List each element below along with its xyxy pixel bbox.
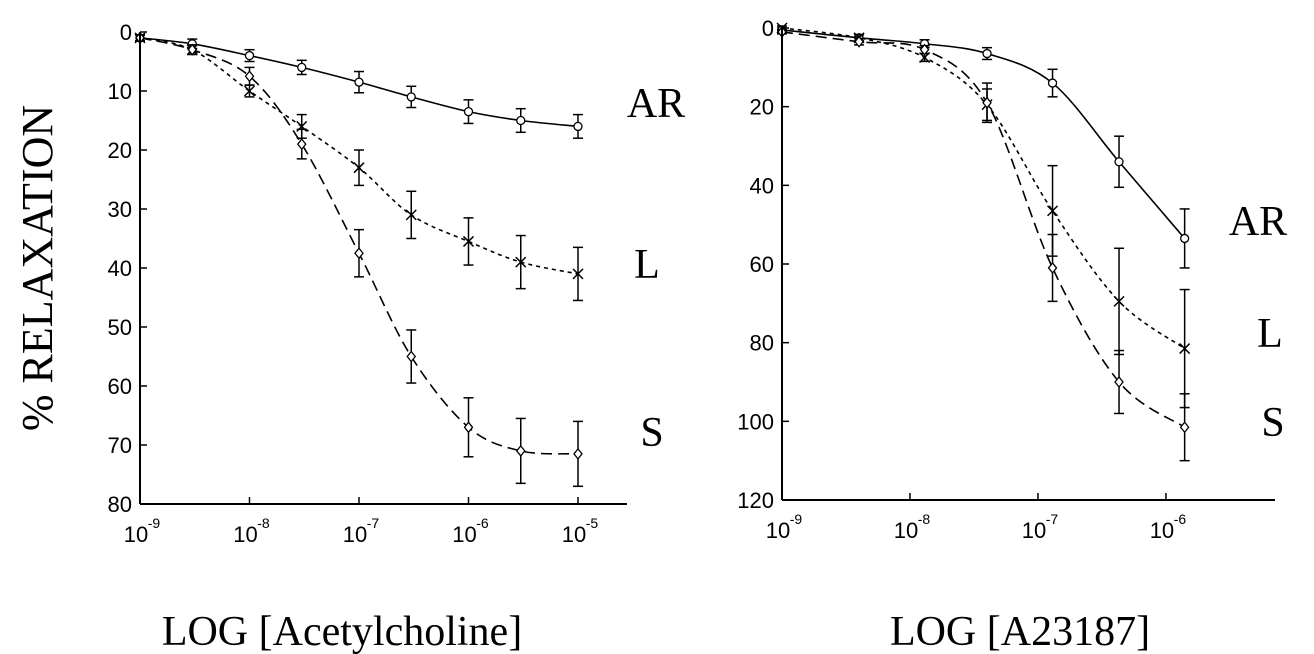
data-point-diamond: [406, 350, 417, 363]
data-point-diamond: [463, 421, 474, 434]
y-tick-label: 100: [737, 409, 774, 434]
y-tick-label: 20: [750, 95, 774, 120]
data-point-cross: [462, 235, 475, 247]
data-point-diamond: [982, 96, 992, 109]
data-point-circle: [244, 50, 255, 61]
x-tick-exponent: -6: [476, 515, 489, 531]
series-L: L: [776, 22, 1283, 409]
series-line-S: [781, 31, 1186, 428]
data-point-diamond: [1114, 375, 1124, 389]
y-tick-label: 70: [108, 433, 132, 458]
data-point-circle: [573, 121, 583, 132]
data-point-diamond: [919, 43, 930, 56]
data-point-diamond: [515, 444, 526, 457]
data-point-cross: [353, 162, 365, 174]
y-tick-label: 50: [108, 315, 132, 340]
series-label-L: L: [634, 242, 660, 288]
x-axis-title: LOG [Acetylcholine]: [162, 609, 522, 654]
data-point-diamond: [1047, 261, 1058, 274]
data-point-cross: [572, 268, 584, 280]
series-label-AR: AR: [1229, 199, 1287, 245]
data-point-diamond: [573, 447, 583, 460]
data-point-cross: [1179, 343, 1191, 355]
y-axis-title: % RELAXATION: [13, 105, 62, 431]
x-tick-label: 10: [233, 522, 257, 547]
y-tick-label: 60: [750, 252, 774, 277]
y-tick-label: 0: [120, 20, 132, 45]
x-tick-exponent: -7: [367, 515, 380, 531]
data-point-cross: [1113, 295, 1125, 307]
data-point-circle: [406, 92, 416, 102]
x-tick-label: 10: [766, 518, 790, 543]
x-tick-exponent: -9: [790, 511, 803, 527]
y-tick-label: 60: [108, 374, 132, 399]
x-tick-label: 10: [894, 518, 918, 543]
series-label-S: S: [640, 410, 663, 456]
y-tick-label: 120: [737, 488, 774, 513]
data-point-diamond: [187, 43, 198, 56]
x-tick-label: 10: [124, 522, 148, 547]
data-point-diamond: [354, 247, 364, 260]
x-tick-exponent: -9: [148, 515, 161, 531]
y-tick-label: 80: [108, 492, 132, 517]
data-point-circle: [463, 107, 474, 117]
x-tick-label: 10: [343, 522, 367, 547]
data-point-cross: [515, 256, 527, 268]
series-line-L: [781, 27, 1186, 350]
series-label-S: S: [1261, 400, 1284, 446]
data-point-diamond: [854, 35, 864, 48]
series-AR: AR: [135, 33, 685, 139]
y-tick-label: 40: [750, 173, 774, 198]
series-S: S: [135, 31, 664, 488]
series-line-AR: [781, 29, 1186, 239]
data-point-diamond: [296, 138, 307, 151]
x-tick-exponent: -5: [586, 515, 599, 531]
data-point-circle: [354, 77, 364, 87]
y-tick-label: 0: [762, 16, 774, 41]
x-tick-exponent: -8: [257, 515, 270, 531]
y-tick-label: 30: [108, 197, 132, 222]
y-tick-label: 20: [108, 138, 132, 163]
x-tick-exponent: -8: [918, 511, 931, 527]
data-point-cross: [405, 209, 417, 221]
series-L: L: [134, 32, 660, 302]
x-tick-label: 10: [562, 522, 586, 547]
data-point-circle: [297, 62, 307, 73]
x-tick-label: 10: [1150, 518, 1174, 543]
series-S: S: [777, 25, 1285, 462]
x-tick-exponent: -6: [1174, 511, 1187, 527]
data-point-cross: [1047, 205, 1059, 217]
x-tick-label: 10: [1022, 518, 1046, 543]
y-tick-label: 80: [750, 331, 774, 356]
data-point-circle: [1047, 78, 1058, 88]
data-point-diamond: [1179, 421, 1190, 434]
x-tick-label: 10: [452, 522, 476, 547]
data-point-circle: [982, 48, 992, 59]
y-tick-label: 40: [108, 256, 132, 281]
x-axis-title: LOG [A23187]: [890, 609, 1150, 654]
series-label-L: L: [1257, 311, 1283, 357]
data-point-circle: [516, 115, 526, 126]
y-tick-label: 10: [108, 79, 132, 104]
series-label-AR: AR: [627, 81, 685, 127]
data-point-circle: [1114, 157, 1124, 167]
data-point-circle: [1179, 233, 1190, 244]
x-tick-exponent: -7: [1046, 511, 1059, 527]
data-point-cross: [243, 85, 256, 97]
data-point-diamond: [244, 70, 255, 83]
series-AR: AR: [777, 25, 1287, 269]
